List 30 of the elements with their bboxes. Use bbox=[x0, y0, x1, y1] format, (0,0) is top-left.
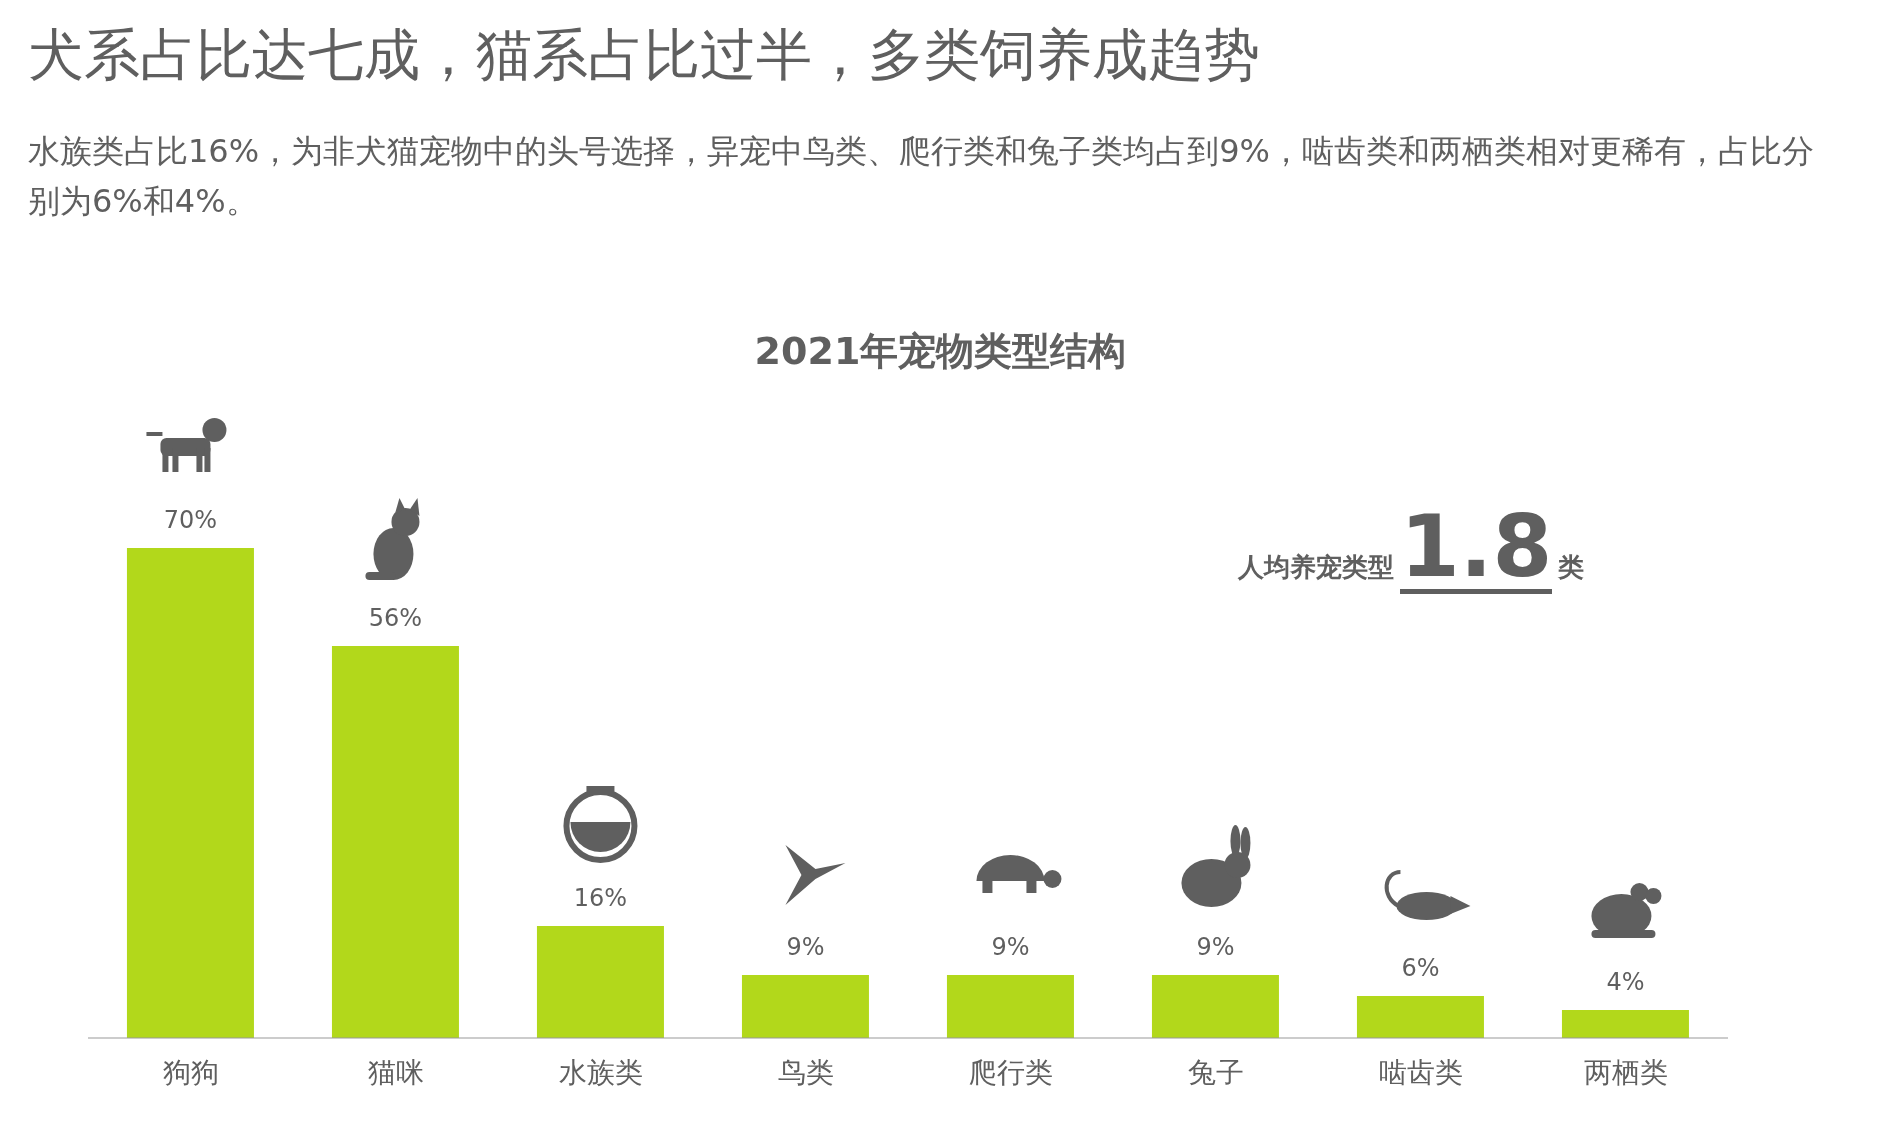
bar bbox=[331, 646, 459, 1038]
bar bbox=[1356, 996, 1484, 1038]
data-label: 9% bbox=[786, 933, 825, 961]
x-tick-label: 啮齿类 bbox=[1378, 1055, 1463, 1089]
data-label: 9% bbox=[991, 933, 1030, 961]
bar bbox=[1151, 975, 1279, 1038]
x-tick-label: 狗狗 bbox=[162, 1055, 219, 1089]
annotation: 类 bbox=[1558, 551, 1585, 584]
chart-subtitle: 水族类占比16%，为非犬猫宠物中的头号选择，异宠中鸟类、爬行类和兔子类均占到9%，啮齿类和两栖类相对更稀有，占比分别为6%和4%。 bbox=[28, 131, 1815, 222]
data-label: 16% bbox=[573, 884, 628, 912]
annotation: 人均养宠类型 bbox=[1238, 551, 1394, 584]
x-tick-label: 鸟类 bbox=[777, 1055, 834, 1089]
bar bbox=[946, 975, 1074, 1038]
annotation: 1.8 bbox=[1400, 496, 1553, 596]
bar bbox=[126, 548, 254, 1038]
x-tick-label: 兔子 bbox=[1187, 1055, 1244, 1089]
text: 2021年宠物类型结构 bbox=[753, 328, 1128, 375]
x-tick-label: 爬行类 bbox=[968, 1055, 1053, 1089]
data-label: 70% bbox=[163, 506, 218, 534]
bar bbox=[1561, 1010, 1689, 1038]
data-label: 56% bbox=[368, 604, 423, 632]
bar bbox=[741, 975, 869, 1038]
bar bbox=[536, 926, 664, 1038]
data-label: 9% bbox=[1196, 933, 1235, 961]
x-tick-label: 两栖类 bbox=[1583, 1055, 1668, 1089]
data-label: 6% bbox=[1401, 954, 1440, 982]
chart-title: 犬系占比达七成，猫系占比过半，多类饲养成趋势 bbox=[28, 21, 1260, 89]
x-tick-label: 水族类 bbox=[558, 1055, 643, 1089]
data-label: 4% bbox=[1606, 968, 1645, 996]
x-tick-label: 猫咪 bbox=[367, 1055, 424, 1089]
